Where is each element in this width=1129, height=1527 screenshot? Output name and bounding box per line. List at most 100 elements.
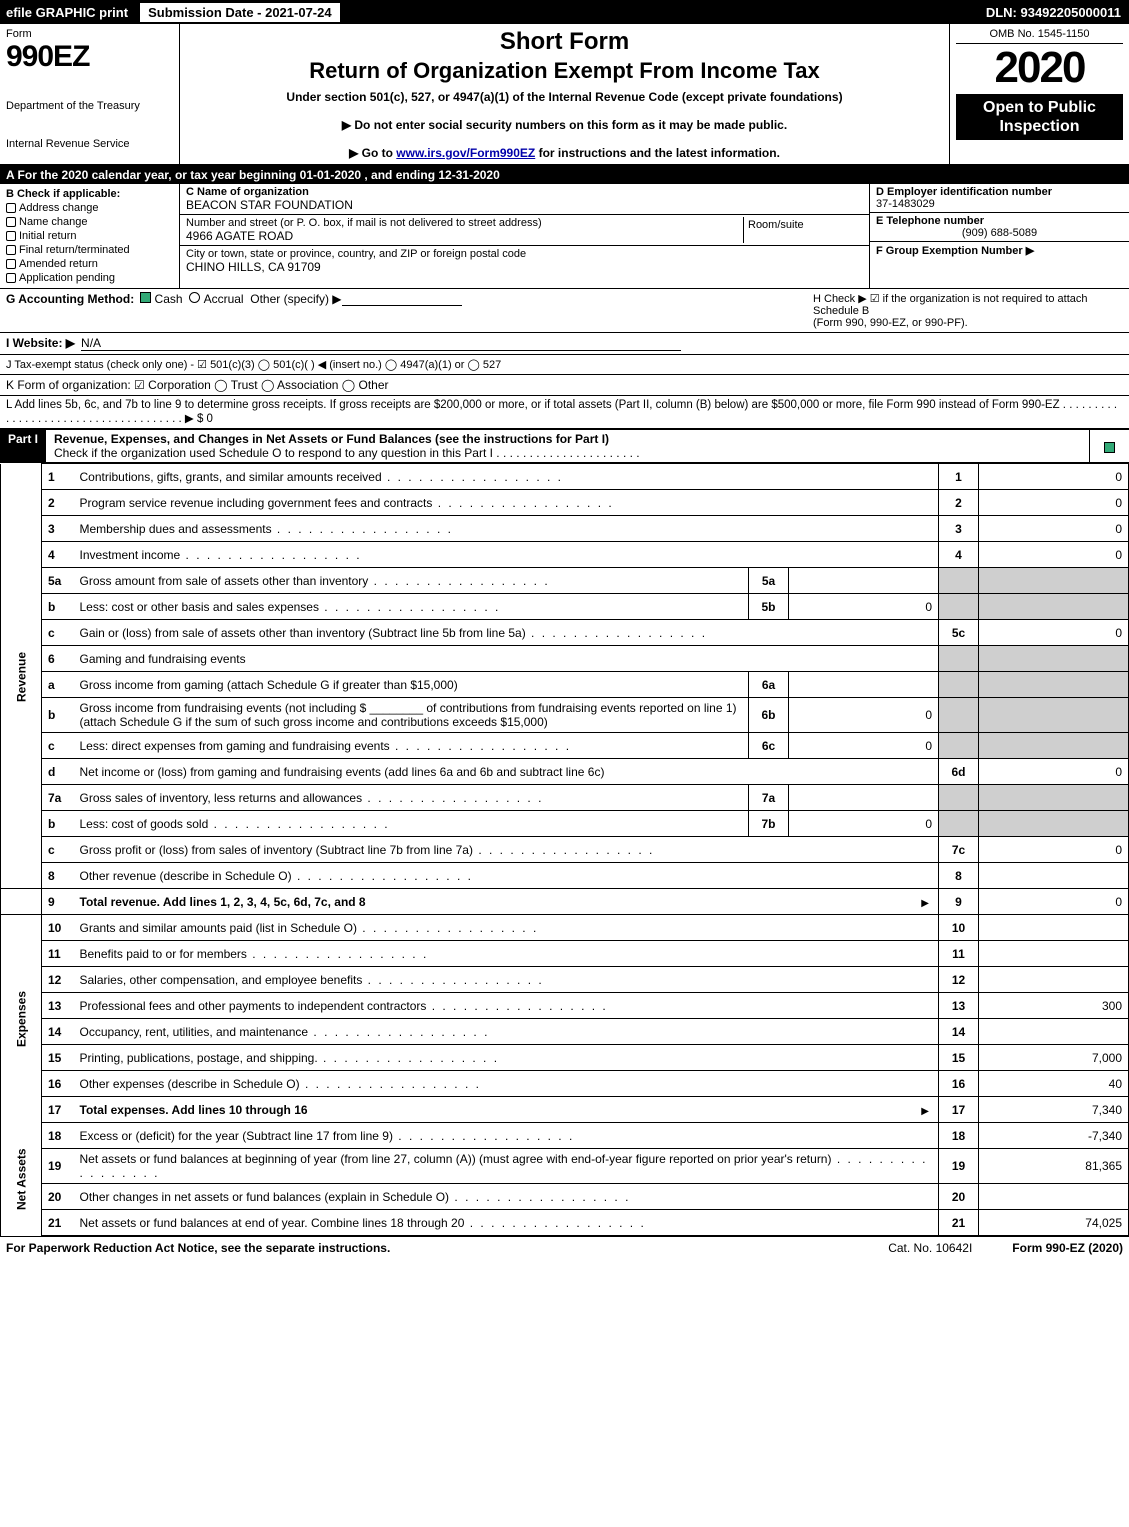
row-i: I Website: ▶ N/A <box>0 333 1129 355</box>
l15-desc: Printing, publications, postage, and shi… <box>74 1045 939 1071</box>
col-c: C Name of organization BEACON STAR FOUND… <box>180 184 869 288</box>
l3-val: 0 <box>979 516 1129 542</box>
l5b-sb: 5b <box>749 594 789 620</box>
note2-post: for instructions and the latest informat… <box>535 146 780 160</box>
footer-left: For Paperwork Reduction Act Notice, see … <box>6 1241 390 1255</box>
grey-cell <box>939 785 979 811</box>
checkbox-icon[interactable] <box>6 231 16 241</box>
side-revenue: Revenue <box>1 464 42 889</box>
l4-num: 4 <box>42 542 74 568</box>
g-other: Other (specify) ▶ <box>250 292 341 329</box>
l7c-val: 0 <box>979 837 1129 863</box>
row-g: G Accounting Method: Cash Accrual Other … <box>0 289 1129 333</box>
b-opt-pending: Application pending <box>6 272 173 284</box>
l7a-desc: Gross sales of inventory, less returns a… <box>74 785 749 811</box>
l7c-num: c <box>42 837 74 863</box>
b-opt-initial: Initial return <box>6 230 173 242</box>
l17-desc-text: Total expenses. Add lines 10 through 16 <box>80 1103 308 1117</box>
l6a-sb: 6a <box>749 672 789 698</box>
b-opt-amended: Amended return <box>6 258 173 270</box>
i-value: N/A <box>81 336 681 351</box>
l18-rnum: 18 <box>939 1123 979 1149</box>
l13-rnum: 13 <box>939 993 979 1019</box>
l20-rnum: 20 <box>939 1184 979 1210</box>
l21-val: 74,025 <box>979 1210 1129 1236</box>
l14-val <box>979 1019 1129 1045</box>
grey-cell <box>979 568 1129 594</box>
c-city-label: City or town, state or province, country… <box>186 248 863 260</box>
open-inspection: Open to Public Inspection <box>956 94 1123 140</box>
i-label: I Website: ▶ <box>6 336 75 351</box>
l5c-num: c <box>42 620 74 646</box>
l6b-sv: 0 <box>789 698 939 733</box>
l9-num: 9 <box>42 889 74 915</box>
checkbox-icon[interactable] <box>6 203 16 213</box>
l20-val <box>979 1184 1129 1210</box>
l1-val: 0 <box>979 464 1129 490</box>
l5c-desc: Gain or (loss) from sale of assets other… <box>74 620 939 646</box>
l8-rnum: 8 <box>939 863 979 889</box>
g-other-blank[interactable] <box>342 292 462 306</box>
efile-label: efile GRAPHIC print <box>0 5 134 20</box>
d-ein: D Employer identification number 37-1483… <box>870 184 1129 213</box>
l2-num: 2 <box>42 490 74 516</box>
note-ssn: ▶ Do not enter social security numbers o… <box>190 118 939 132</box>
tax-year: 2020 <box>956 46 1123 90</box>
grey-cell <box>939 568 979 594</box>
form-word: Form <box>6 28 173 40</box>
l5c-val: 0 <box>979 620 1129 646</box>
grey-cell <box>939 594 979 620</box>
under-section: Under section 501(c), 527, or 4947(a)(1)… <box>190 90 939 104</box>
note2-pre: ▶ Go to <box>349 146 396 160</box>
l7a-sv <box>789 785 939 811</box>
dept-irs: Internal Revenue Service <box>6 138 173 150</box>
l5a-sv <box>789 568 939 594</box>
c-name-label: C Name of organization <box>186 186 863 198</box>
l10-num: 10 <box>42 915 74 941</box>
irs-link[interactable]: www.irs.gov/Form990EZ <box>396 146 535 160</box>
grey-cell <box>939 646 979 672</box>
part1-check: Check if the organization used Schedule … <box>54 446 640 460</box>
l2-val: 0 <box>979 490 1129 516</box>
l21-desc: Net assets or fund balances at end of ye… <box>74 1210 939 1236</box>
l17-num: 17 <box>42 1097 74 1123</box>
form-header: Form 990EZ Department of the Treasury In… <box>0 24 1129 166</box>
header-right: OMB No. 1545-1150 2020 Open to Public In… <box>949 24 1129 164</box>
checkbox-schedo-icon[interactable] <box>1104 442 1115 453</box>
section-bcd: B Check if applicable: Address change Na… <box>0 184 1129 289</box>
checkbox-accrual-icon[interactable] <box>189 292 200 303</box>
l6c-desc: Less: direct expenses from gaming and fu… <box>74 733 749 759</box>
l9-rnum: 9 <box>939 889 979 915</box>
dept-treasury: Department of the Treasury <box>6 100 173 112</box>
col-b: B Check if applicable: Address change Na… <box>0 184 180 288</box>
omb-number: OMB No. 1545-1150 <box>956 28 1123 44</box>
l5b-num: b <box>42 594 74 620</box>
side-expenses: Expenses <box>1 915 42 1123</box>
l20-num: 20 <box>42 1184 74 1210</box>
l13-desc: Professional fees and other payments to … <box>74 993 939 1019</box>
e-phone-label: E Telephone number <box>876 215 1123 227</box>
l18-val: -7,340 <box>979 1123 1129 1149</box>
l6b-num: b <box>42 698 74 733</box>
l7a-sb: 7a <box>749 785 789 811</box>
footer-mid: Cat. No. 10642I <box>888 1241 972 1255</box>
checkbox-icon[interactable] <box>6 259 16 269</box>
l6b-desc: Gross income from fundraising events (no… <box>74 698 749 733</box>
checkbox-icon[interactable] <box>6 273 16 283</box>
checkbox-cash-icon[interactable] <box>140 292 151 303</box>
f-group-label: F Group Exemption Number ▶ <box>876 244 1123 257</box>
l11-num: 11 <box>42 941 74 967</box>
l18-num: 18 <box>42 1123 74 1149</box>
grey-cell <box>979 811 1129 837</box>
l3-rnum: 3 <box>939 516 979 542</box>
l5b-desc: Less: cost or other basis and sales expe… <box>74 594 749 620</box>
l21-rnum: 21 <box>939 1210 979 1236</box>
checkbox-icon[interactable] <box>6 245 16 255</box>
l16-desc: Other expenses (describe in Schedule O) <box>74 1071 939 1097</box>
l5a-num: 5a <box>42 568 74 594</box>
c-city-val: CHINO HILLS, CA 91709 <box>186 260 863 274</box>
l10-val <box>979 915 1129 941</box>
l7c-rnum: 7c <box>939 837 979 863</box>
l7b-num: b <box>42 811 74 837</box>
checkbox-icon[interactable] <box>6 217 16 227</box>
